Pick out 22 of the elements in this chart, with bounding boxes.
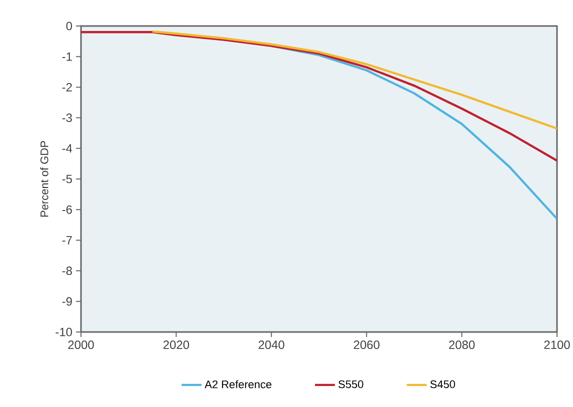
y-tick-label: 0 bbox=[66, 22, 72, 30]
y-tick-label: -8 bbox=[62, 266, 72, 276]
y-tick-label: -6 bbox=[62, 205, 72, 214]
line-series bbox=[270, 44, 558, 220]
y-tick-label: -1 bbox=[62, 52, 72, 61]
x-tick-label: 2080 bbox=[449, 340, 475, 350]
y-tick-label: -4 bbox=[62, 144, 72, 153]
legend-label: A2 Reference bbox=[204, 380, 272, 388]
y-tick-label: -5 bbox=[62, 174, 72, 184]
x-tick-label: 2100 bbox=[544, 340, 570, 350]
x-tick-label: 2040 bbox=[258, 340, 284, 350]
y-tick-label: -7 bbox=[62, 236, 72, 244]
y-axis-title: Percent of GDP bbox=[40, 141, 48, 217]
y-tick-label: -10 bbox=[56, 328, 72, 336]
legend-label: S450 bbox=[430, 380, 456, 388]
x-tick-label: 2000 bbox=[68, 340, 94, 350]
legend-label: S550 bbox=[338, 380, 364, 388]
y-tick-label: -2 bbox=[62, 83, 72, 92]
x-tick-label: 2020 bbox=[163, 340, 190, 350]
y-tick-label: -3 bbox=[62, 114, 72, 122]
x-tick-label: 2060 bbox=[354, 340, 380, 350]
y-tick-label: -9 bbox=[62, 297, 72, 306]
